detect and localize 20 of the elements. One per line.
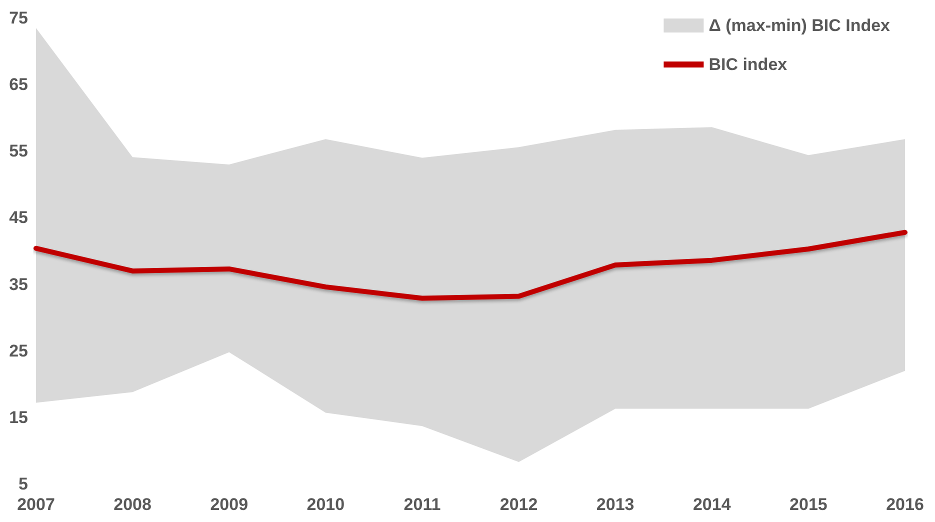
- y-tick-label: 45: [9, 208, 28, 228]
- x-tick-label: 2007: [17, 495, 55, 514]
- x-tick-label: 2016: [886, 495, 924, 514]
- y-tick-label: 75: [9, 8, 28, 28]
- x-tick-label: 2009: [210, 495, 248, 514]
- legend-label: BIC index: [708, 55, 788, 74]
- x-tick-label: 2011: [404, 495, 441, 514]
- x-tick-label: 2013: [596, 495, 634, 514]
- x-tick-label: 2012: [500, 495, 538, 514]
- y-tick-label: 65: [9, 75, 28, 94]
- y-tick-label: 5: [18, 474, 28, 494]
- legend-label: Δ (max-min) BIC Index: [708, 16, 891, 35]
- y-tick-label: 25: [9, 341, 28, 360]
- x-tick-label: 2015: [790, 495, 828, 514]
- y-tick-label: 15: [9, 408, 28, 427]
- y-tick-label: 35: [9, 274, 28, 294]
- x-tick-label: 2014: [692, 495, 732, 514]
- y-tick-label: 55: [9, 142, 28, 161]
- x-tick-label: 2008: [114, 495, 152, 514]
- x-tick-label: 2010: [306, 495, 345, 514]
